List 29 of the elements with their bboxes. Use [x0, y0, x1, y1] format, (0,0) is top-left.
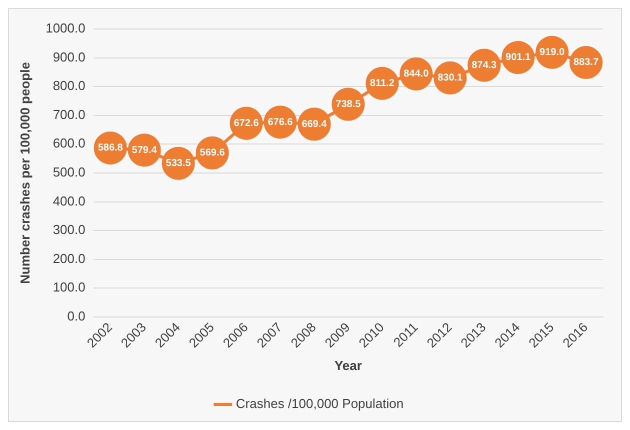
data-label: 579.4 [132, 144, 158, 156]
data-label: 676.6 [268, 116, 294, 128]
data-label: 533.5 [166, 158, 192, 170]
y-tick-label: 400.0 [52, 193, 86, 208]
y-tick-label: 200.0 [52, 250, 86, 266]
data-label: 738.5 [336, 99, 362, 110]
y-axis-title: Number crashes per 100,000 people [17, 62, 32, 284]
y-tick-label: 1000.0 [46, 20, 86, 36]
data-label: 669.4 [302, 118, 328, 130]
data-label: 844.0 [404, 68, 430, 80]
legend-label: Crashes /100,000 Population [236, 396, 404, 412]
y-tick-label: 900.0 [52, 49, 86, 64]
y-tick-label: 700.0 [52, 106, 86, 122]
data-label: 586.8 [98, 142, 124, 154]
y-tick-label: 600.0 [52, 136, 86, 151]
data-label: 883.7 [573, 57, 599, 68]
data-label: 811.2 [370, 78, 395, 90]
x-axis-title: Year [334, 358, 362, 373]
y-tick-label: 300.0 [52, 222, 86, 238]
y-tick-label: 100.0 [52, 280, 86, 295]
data-label: 672.6 [234, 118, 260, 130]
data-label: 569.6 [200, 148, 226, 159]
data-label: 919.0 [540, 47, 565, 58]
data-label: 830.1 [438, 72, 464, 84]
y-tick-label: 500.0 [52, 164, 86, 180]
data-label: 901.1 [506, 52, 532, 64]
y-tick-label: 800.0 [52, 78, 86, 94]
y-tick-label: 0.0 [67, 308, 86, 324]
data-label: 874.3 [472, 60, 498, 71]
